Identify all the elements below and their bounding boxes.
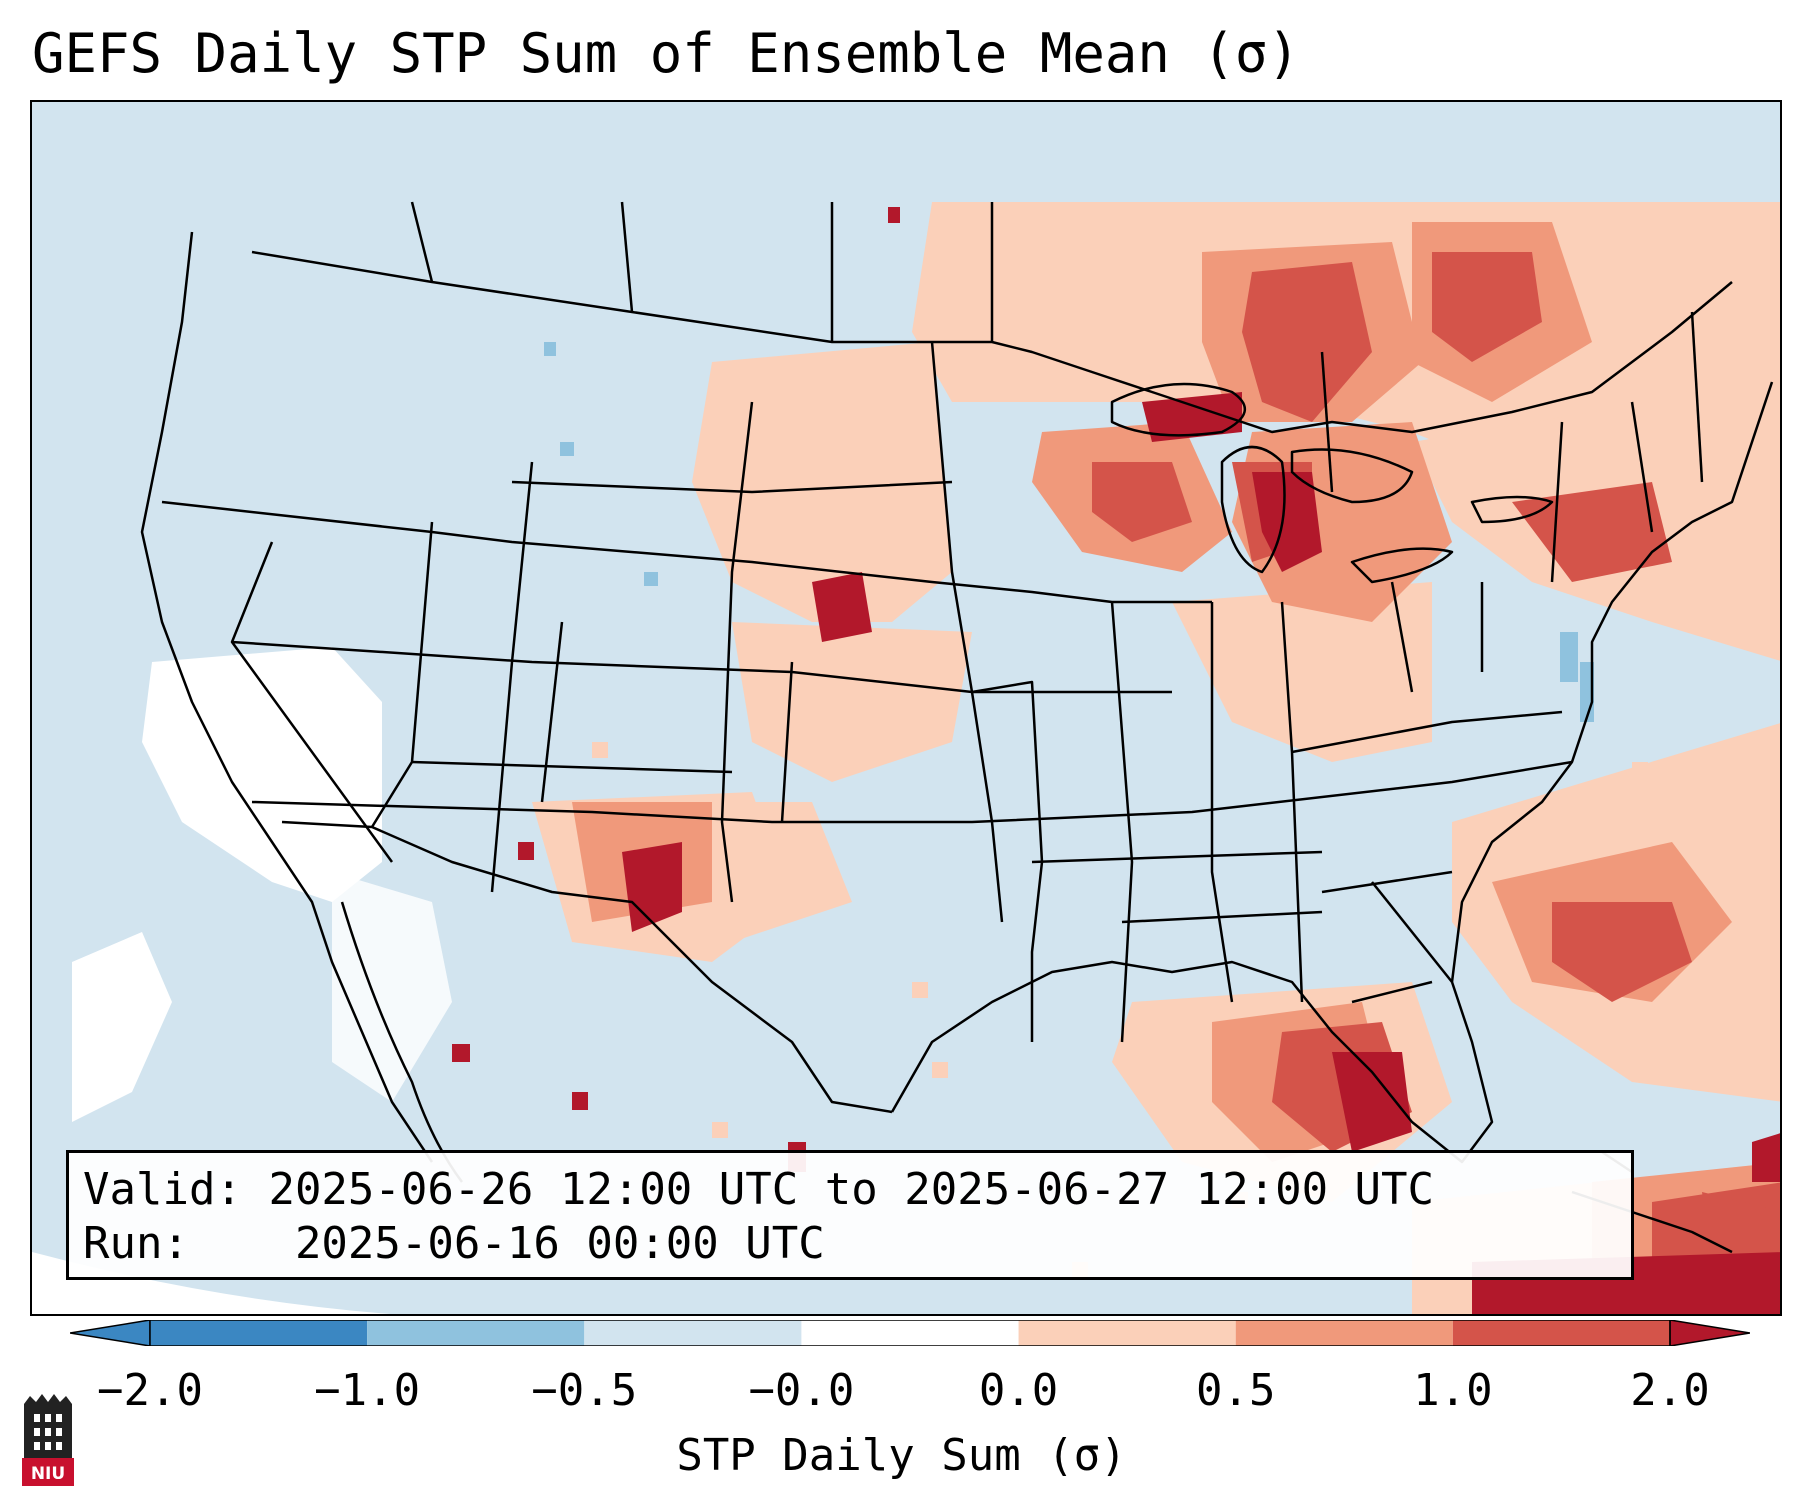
map-title: GEFS Daily STP Sum of Ensemble Mean (σ) (32, 22, 1300, 85)
valid-run-info-box: Valid: 2025-06-26 12:00 UTC to 2025-06-2… (66, 1150, 1634, 1280)
boundaries (140, 201, 1774, 1254)
colorbar-segment (150, 1320, 368, 1346)
logo-banner (22, 1458, 74, 1486)
colorbar-tick-label: −1.0 (314, 1365, 421, 1416)
valid-label: Valid: (83, 1164, 242, 1215)
map-panel[interactable] (30, 100, 1782, 1316)
anomaly-map (32, 102, 1780, 1314)
valid-row: Valid: 2025-06-26 12:00 UTC to 2025-06-2… (83, 1163, 1617, 1217)
niu-logo-icon: NIU (22, 1394, 74, 1486)
colorbar-tick-label: 1.0 (1413, 1365, 1493, 1416)
colorbar-segment (367, 1320, 585, 1346)
colorbar-tick-label: 0.5 (1195, 1365, 1276, 1416)
near-zero-regions (32, 647, 452, 1314)
colorbar-segment (1452, 1320, 1670, 1346)
colorbar-tick-label: 2.0 (1630, 1365, 1710, 1416)
colorbar-extend-low (70, 1320, 151, 1346)
colorbar-tick-label: −2.0 (97, 1365, 203, 1416)
colorbar-segment (801, 1320, 1019, 1346)
colorbar-segment (584, 1320, 802, 1346)
colorbar-segment (1018, 1320, 1236, 1346)
run-value: 2025-06-16 00:00 UTC (294, 1218, 825, 1269)
colorbar-tick-label: 0.0 (978, 1365, 1059, 1416)
colorbar-extend-high (1669, 1320, 1750, 1346)
colorbar-segments (150, 1320, 1670, 1346)
run-label: Run: (83, 1218, 189, 1269)
colorbar-tick-label: −0.0 (748, 1365, 855, 1416)
logo-text: NIU (31, 1464, 65, 1484)
colorbar-segment (1235, 1320, 1453, 1346)
colorbar (70, 1320, 1750, 1346)
run-row: Run: 2025-06-16 00:00 UTC (83, 1217, 1617, 1271)
colorbar-tick-label: −0.5 (531, 1365, 638, 1416)
colorbar-label: STP Daily Sum (σ) (676, 1430, 1127, 1481)
valid-value: 2025-06-26 12:00 UTC to 2025-06-27 12:00… (268, 1164, 1435, 1215)
